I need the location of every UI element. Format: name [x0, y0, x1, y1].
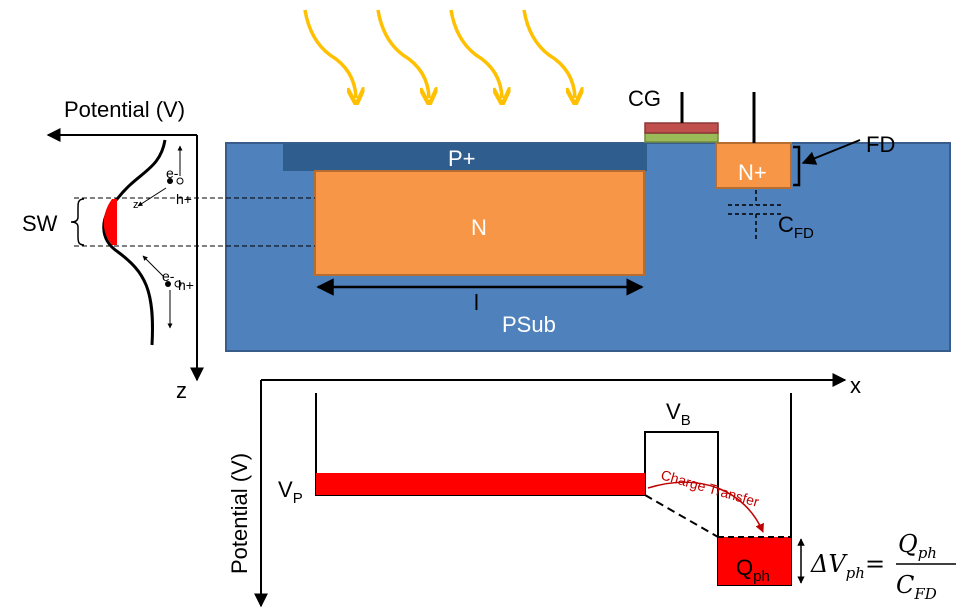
hole-bottom — [174, 280, 182, 288]
potential-label-bottom: Potential (V) — [227, 453, 252, 574]
p-plus-label: P+ — [448, 146, 476, 171]
vp-label: VP — [278, 477, 303, 507]
svg-text:CFD: CFD — [896, 571, 937, 603]
z-label: z — [176, 378, 187, 403]
hole-top — [176, 177, 184, 185]
electron-top — [167, 178, 173, 184]
potential-label-top: Potential (V) — [64, 97, 185, 122]
potential-well-curve — [102, 139, 167, 346]
psub-label: PSub — [502, 312, 556, 337]
svg-text:ΔVph=: ΔVph= — [810, 550, 885, 582]
gate-red-layer — [644, 122, 719, 134]
pd-charge-fill — [316, 473, 645, 495]
fd-bracket — [793, 145, 801, 187]
fd-charge-fill — [718, 537, 791, 585]
charge-transfer-arrow — [647, 481, 764, 533]
svg-text:Qph: Qph — [898, 530, 937, 562]
n-plus-label: N+ — [738, 160, 767, 185]
cfd-capacitor — [728, 190, 784, 240]
charge-transfer-label: Charge Transfer — [659, 467, 761, 510]
light-rays — [303, 9, 575, 98]
barrier-dashed-line — [644, 494, 719, 538]
gate-green-layer — [644, 132, 719, 143]
z-small-label: z — [133, 199, 139, 211]
h-label-top: h+ — [176, 191, 192, 207]
length-label: l — [474, 290, 479, 315]
p-plus-layer — [283, 143, 647, 171]
carrier-arrow-diag-bottom — [142, 255, 165, 278]
n-plus-region — [715, 142, 792, 189]
stored-charge-fill — [103, 199, 117, 245]
e-label-top: e- — [166, 165, 179, 181]
qph-label: Qph — [736, 555, 770, 585]
curved-arrow-icon — [376, 9, 429, 98]
carrier-arrow-diag-top — [137, 187, 167, 207]
fd-arrow — [801, 139, 861, 165]
curved-arrow-icon — [449, 9, 502, 98]
x-label: x — [850, 373, 861, 398]
electron-bottom — [165, 281, 171, 287]
e-label-bottom: e- — [162, 268, 175, 284]
curved-arrow-icon — [303, 9, 356, 98]
h-label-bottom: h+ — [178, 277, 194, 293]
delta-v-equation: ΔVph= Qph CFD — [810, 530, 956, 603]
sw-bracket — [70, 198, 85, 246]
n-label: N — [471, 215, 487, 240]
n-region — [314, 170, 645, 276]
cfd-label: CFD — [778, 212, 814, 242]
cg-label: CG — [628, 86, 661, 111]
curved-arrow-icon — [522, 9, 575, 98]
sw-label: SW — [22, 211, 58, 236]
fd-label: FD — [866, 132, 895, 157]
vb-label: VB — [666, 399, 691, 429]
